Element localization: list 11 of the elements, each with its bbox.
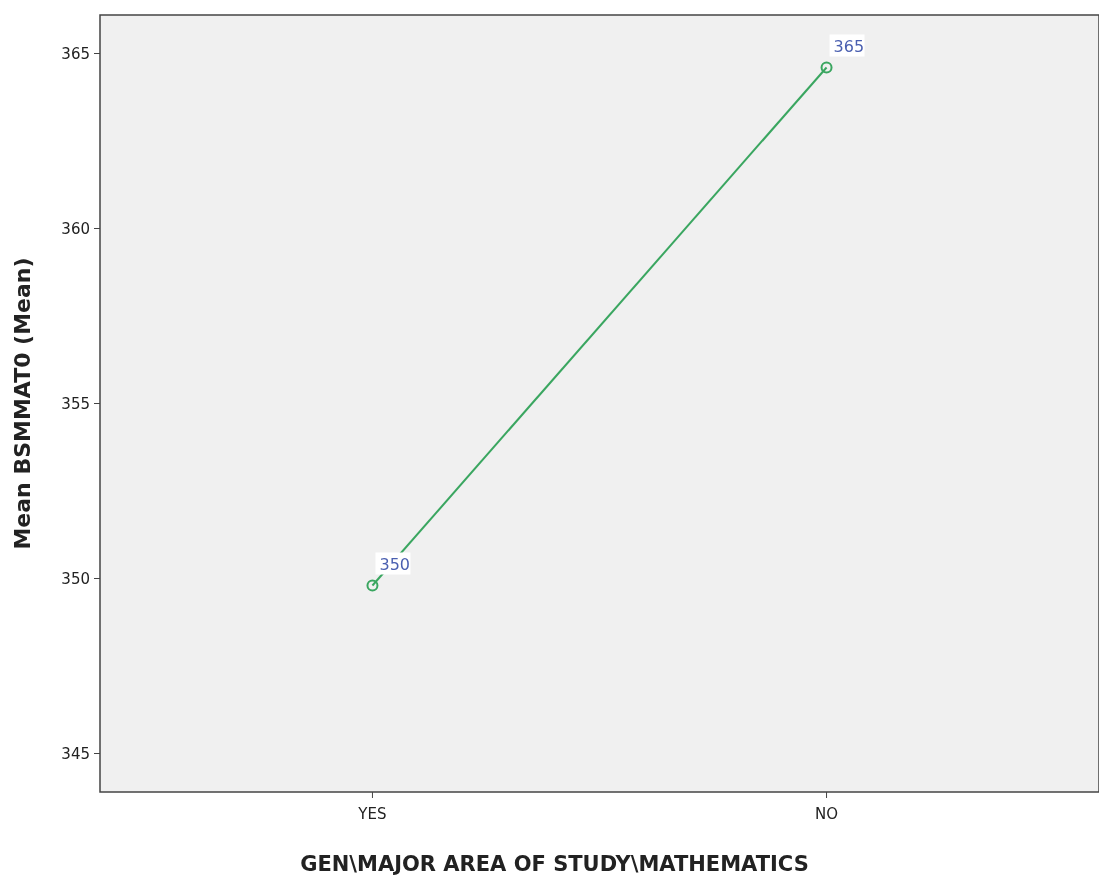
y-tick-label: 360 [61, 219, 90, 238]
y-tick-label: 355 [61, 394, 90, 413]
x-tick-label: YES [357, 805, 387, 823]
y-tick-label: 365 [61, 44, 90, 63]
data-label: 365 [833, 36, 865, 56]
y-axis-title: Mean BSMMAT0 (Mean) [10, 257, 35, 550]
x-axis-title: GEN\MAJOR AREA OF STUDY\MATHEMATICS [300, 852, 809, 876]
x-tick-label: NO [815, 805, 839, 823]
y-tick-label: 345 [61, 744, 90, 763]
y-tick-label: 350 [61, 569, 90, 588]
data-label: 350 [379, 554, 410, 574]
